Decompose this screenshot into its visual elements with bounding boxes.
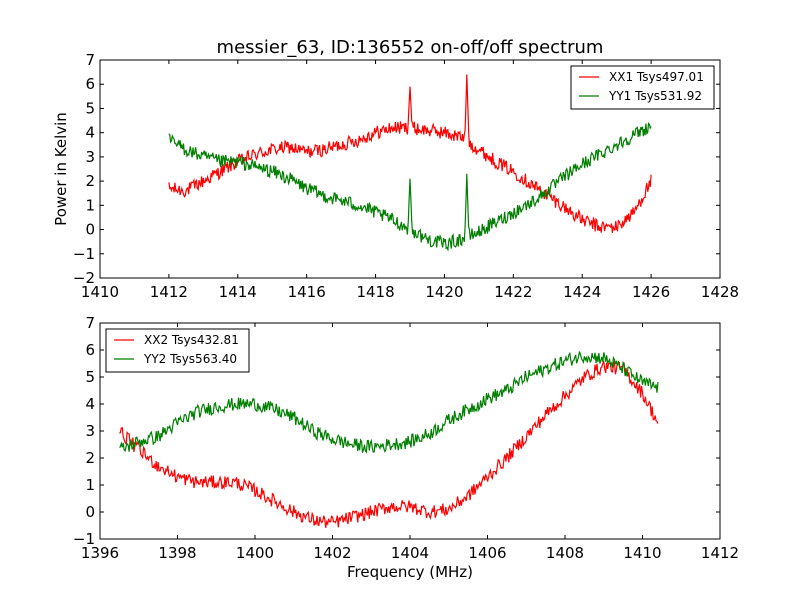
y-tick-label: 4 (85, 395, 95, 413)
y-tick-label: −1 (73, 245, 95, 263)
x-tick-label: 1422 (494, 283, 532, 301)
y-tick-label: 5 (85, 368, 95, 386)
x-tick-label: 1424 (563, 283, 601, 301)
x-tick-label: 1396 (81, 544, 119, 562)
x-tick-label: 1398 (158, 544, 196, 562)
plot-frame (99, 59, 721, 279)
y-tick-label: 5 (85, 99, 95, 117)
legend: XX2 Tsys432.81 YY2 Tsys563.40 (105, 328, 250, 373)
x-tick-label: 1426 (632, 283, 670, 301)
legend-entry: XX2 Tsys432.81 (144, 333, 239, 347)
series-line-1 (168, 74, 652, 233)
x-tick-label: 1406 (468, 544, 506, 562)
y-tick-label: 3 (85, 148, 95, 166)
y-tick-label: 7 (85, 51, 95, 69)
y-axis-label: Power in Kelvin (52, 112, 70, 226)
x-tick-label: 1412 (701, 544, 739, 562)
x-tick-label: 1410 (81, 283, 119, 301)
x-tick-label: 1414 (219, 283, 257, 301)
y-tick-label: 2 (85, 172, 95, 190)
x-tick-label: 1412 (150, 283, 188, 301)
y-tick-label: 1 (85, 196, 95, 214)
y-tick-label: −1 (73, 530, 95, 548)
y-tick-label: 4 (85, 124, 95, 142)
x-tick-label: 1402 (313, 544, 351, 562)
y-tick-label: 2 (85, 449, 95, 467)
legend-box (570, 65, 715, 110)
y-tick-label: −2 (73, 269, 95, 287)
figure-title: messier_63, ID:136552 on-off/off spectru… (217, 37, 604, 58)
series-line-2 (119, 351, 659, 454)
x-tick-label: 1410 (623, 544, 661, 562)
x-tick-label: 1418 (356, 283, 394, 301)
legend: XX1 Tsys497.01 YY1 Tsys531.92 (570, 65, 715, 110)
y-tick-label: 7 (85, 314, 95, 332)
legend-box (105, 328, 250, 373)
y-tick-label: 6 (85, 75, 95, 93)
x-tick-label: 1408 (546, 544, 584, 562)
series-line-2 (168, 121, 652, 252)
y-tick-label: 6 (85, 341, 95, 359)
x-tick-label: 1416 (288, 283, 326, 301)
legend-entry: YY1 Tsys531.92 (608, 89, 702, 103)
y-tick-label: 1 (85, 476, 95, 494)
y-tick-label: 3 (85, 422, 95, 440)
y-tick-label: 0 (85, 221, 95, 239)
x-tick-label: 1400 (236, 544, 274, 562)
x-tick-label: 1420 (425, 283, 463, 301)
legend-entry: YY2 Tsys563.40 (143, 352, 237, 366)
x-axis-label: Frequency (MHz) (347, 563, 473, 581)
y-tick-label: 0 (85, 503, 95, 521)
top-subplot: 1410 1412 1414 1416 1418 1420 1422 1424 1426 1428… (73, 51, 739, 301)
series-line-1 (119, 360, 659, 528)
x-tick-label: 1404 (391, 544, 429, 562)
bottom-subplot: 1396 1398 1400 1402 1404 1406 1408 1410 1412 −1 0 1… (73, 314, 739, 562)
legend-entry: XX1 Tsys497.01 (609, 70, 704, 84)
x-tick-label: 1428 (701, 283, 739, 301)
